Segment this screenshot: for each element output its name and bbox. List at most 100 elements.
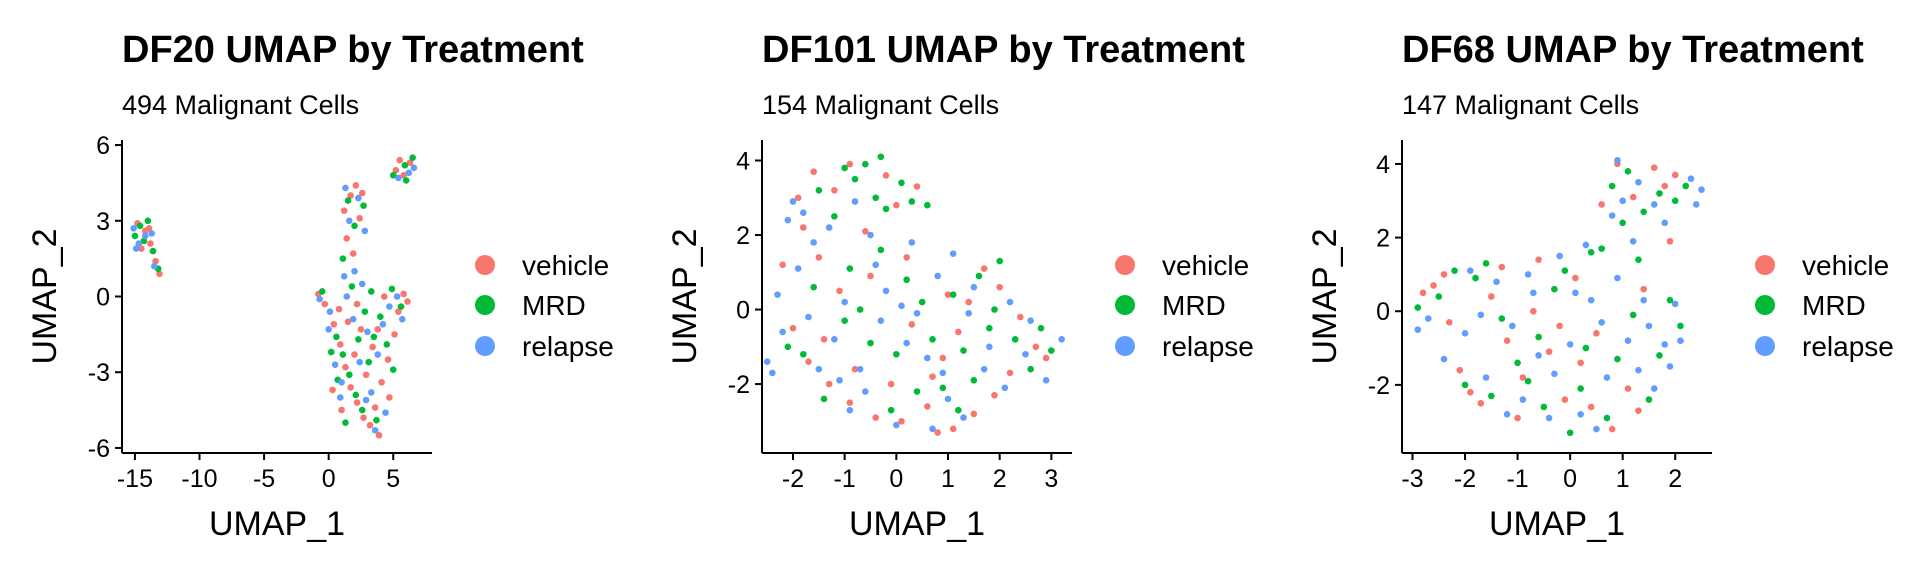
data-point-relapse [371,426,379,434]
legend-key-vehicle [1755,255,1775,275]
chart-subtitle: 494 Malignant Cells [122,90,359,120]
data-point-MRD [1619,219,1626,227]
data-point-relapse [364,328,371,336]
data-point-MRD [1461,381,1469,389]
data-point-vehicle [934,429,941,436]
data-point-vehicle [138,245,145,252]
data-point-vehicle [1519,374,1527,381]
data-point-MRD [342,419,349,427]
data-point-vehicle [1498,263,1506,271]
data-point-MRD [383,341,391,348]
data-point-vehicle [343,235,351,242]
legend-label-relapse: relapse [1802,331,1894,362]
data-point-MRD [1677,322,1684,330]
data-point-relapse [343,293,351,300]
data-point-vehicle [1488,293,1495,300]
y-tick-label: 2 [736,222,750,250]
x-tick-label: 1 [1616,465,1630,493]
data-point-vehicle [965,298,972,306]
data-point-vehicle [340,207,348,214]
x-tick-label: 0 [322,465,336,493]
legend-label-vehicle: vehicle [1802,250,1889,281]
data-point-vehicle [1666,237,1674,245]
chart-subtitle: 154 Malignant Cells [762,90,999,120]
data-point-MRD [397,303,405,310]
data-point-vehicle [851,365,859,373]
data-point-vehicle [349,250,357,257]
data-point-vehicle [1572,274,1579,282]
data-point-relapse [1619,197,1626,205]
data-point-relapse [1042,377,1050,384]
data-point-MRD [1535,333,1542,341]
data-point-MRD [887,406,895,414]
data-point-relapse [1645,322,1653,330]
x-tick-label: 5 [386,465,400,493]
legend-label-relapse: relapse [1162,331,1254,362]
data-point-vehicle [1456,366,1464,374]
data-point-vehicle [955,328,962,336]
data-point-MRD [1682,182,1690,190]
legend-key-relapse [475,336,495,356]
data-point-relapse [1661,341,1669,348]
data-point-relapse [831,336,838,343]
y-tick-label: 4 [736,147,750,175]
data-point-MRD [1577,385,1584,392]
legend-label-MRD: MRD [1802,290,1866,321]
data-point-MRD [820,395,828,403]
data-point-vehicle [336,341,344,348]
data-point-vehicle [794,194,802,202]
data-point-relapse [980,365,988,373]
y-tick-label: 0 [1376,298,1390,326]
data-point-relapse [763,358,771,366]
series-relapse [130,164,418,434]
data-point-vehicle [358,189,366,197]
data-point-vehicle [1514,414,1521,422]
data-point-vehicle [342,363,349,371]
data-point-MRD [361,308,369,315]
data-point-vehicle [1440,271,1448,278]
data-point-vehicle [1006,369,1014,377]
data-point-MRD [1561,267,1569,275]
data-point-relapse [362,396,370,404]
data-point-vehicle [800,224,807,231]
umap-chart-df101: DF101 UMAP by Treatment 154 Malignant Cel… [666,29,1254,543]
data-point-vehicle [344,318,352,326]
data-point-vehicle [1650,164,1658,171]
data-point-vehicle [1593,330,1600,337]
data-point-MRD [401,161,409,169]
umap-panel-df68: DF68 UMAP by Treatment 147 Malignant Cell… [1280,0,1920,576]
data-point-relapse [1566,341,1574,348]
data-point-vehicle [1624,385,1632,392]
legend-key-vehicle [1115,255,1135,275]
data-point-vehicle [1535,256,1542,263]
data-point-relapse [924,354,931,362]
data-point-MRD [862,160,869,168]
data-point-relapse [1524,271,1532,278]
data-point-relapse [882,287,890,295]
data-point-relapse [1572,289,1579,297]
data-point-vehicle [406,159,414,167]
data-point-relapse [386,303,393,310]
data-point-relapse [1687,175,1695,182]
data-point-vehicle [1430,282,1437,289]
data-point-vehicle [1640,285,1647,293]
data-point-MRD [1656,190,1663,197]
data-point-relapse [1635,366,1642,374]
data-point-MRD [1435,293,1443,300]
data-point-MRD [318,288,326,295]
data-point-MRD [355,336,362,343]
x-tick-label: -15 [117,465,153,493]
data-point-relapse [1006,298,1014,306]
data-point-vehicle [949,425,957,433]
data-point-MRD [360,202,367,209]
data-point-relapse [342,184,349,192]
data-point-relapse [1603,374,1611,381]
data-point-relapse [898,302,905,310]
data-point-MRD [144,217,152,225]
data-point-MRD [1482,260,1490,267]
data-point-relapse [769,369,776,377]
data-point-MRD [872,194,879,202]
chart-title: DF101 UMAP by Treatment [762,29,1245,71]
data-point-vehicle [366,421,374,429]
data-point-relapse [856,365,864,373]
